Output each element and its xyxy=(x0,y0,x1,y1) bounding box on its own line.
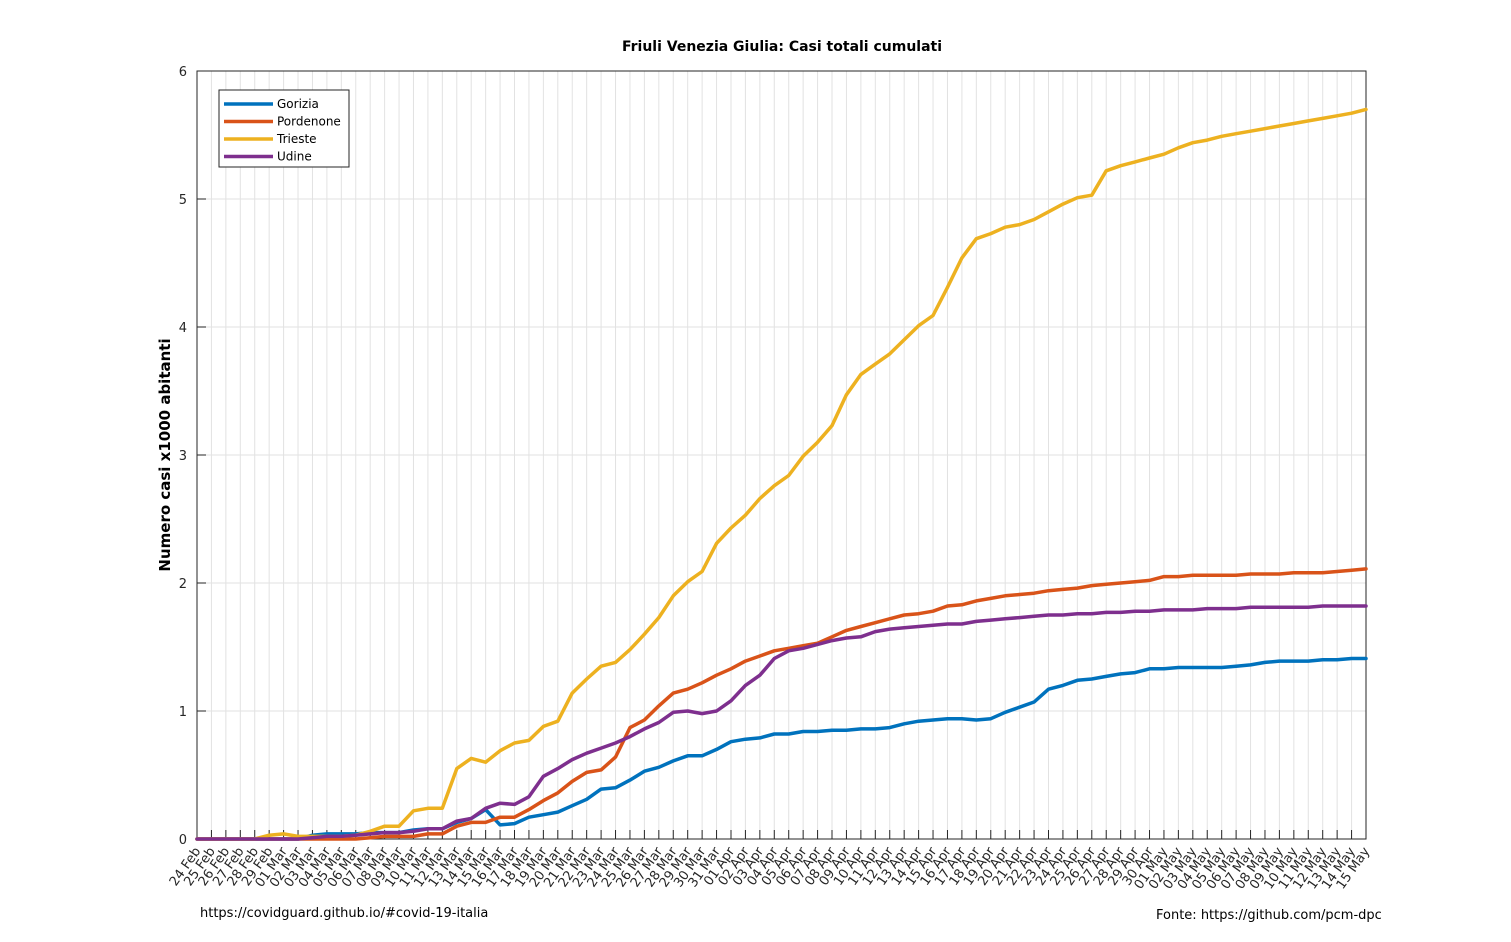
footer-source-link[interactable]: https://covidguard.github.io/#covid-19-i… xyxy=(200,906,489,921)
legend-label-gorizia: Gorizia xyxy=(277,97,319,111)
y-tick-label: 1 xyxy=(179,705,187,720)
legend-label-trieste: Trieste xyxy=(276,132,317,146)
legend: Gorizia Pordenone Trieste Udine xyxy=(218,89,350,168)
chart-title: Friuli Venezia Giulia: Casi totali cumul… xyxy=(622,39,942,55)
grid xyxy=(196,70,1367,840)
y-tick-label: 0 xyxy=(179,833,187,848)
y-tick-label: 2 xyxy=(179,577,187,592)
footer-data-credit: Fonte: https://github.com/pcm-dpc xyxy=(1156,908,1382,923)
legend-label-pordenone: Pordenone xyxy=(277,115,341,129)
y-tick-label: 6 xyxy=(179,65,187,80)
legend-label-udine: Udine xyxy=(277,150,312,164)
y-axis-label: Numero casi x1000 abitanti xyxy=(156,338,174,571)
y-tick-label: 4 xyxy=(179,321,187,336)
y-tick-label: 3 xyxy=(179,449,187,464)
y-tick-label: 5 xyxy=(179,193,187,208)
series-line-udine xyxy=(195,604,1368,841)
series-line-pordenone xyxy=(195,567,1368,841)
series-line-trieste xyxy=(195,107,1368,841)
y-axis: 0 1 2 3 4 5 6 xyxy=(179,65,206,848)
series-line-gorizia xyxy=(195,656,1368,841)
series-lines xyxy=(195,107,1368,841)
